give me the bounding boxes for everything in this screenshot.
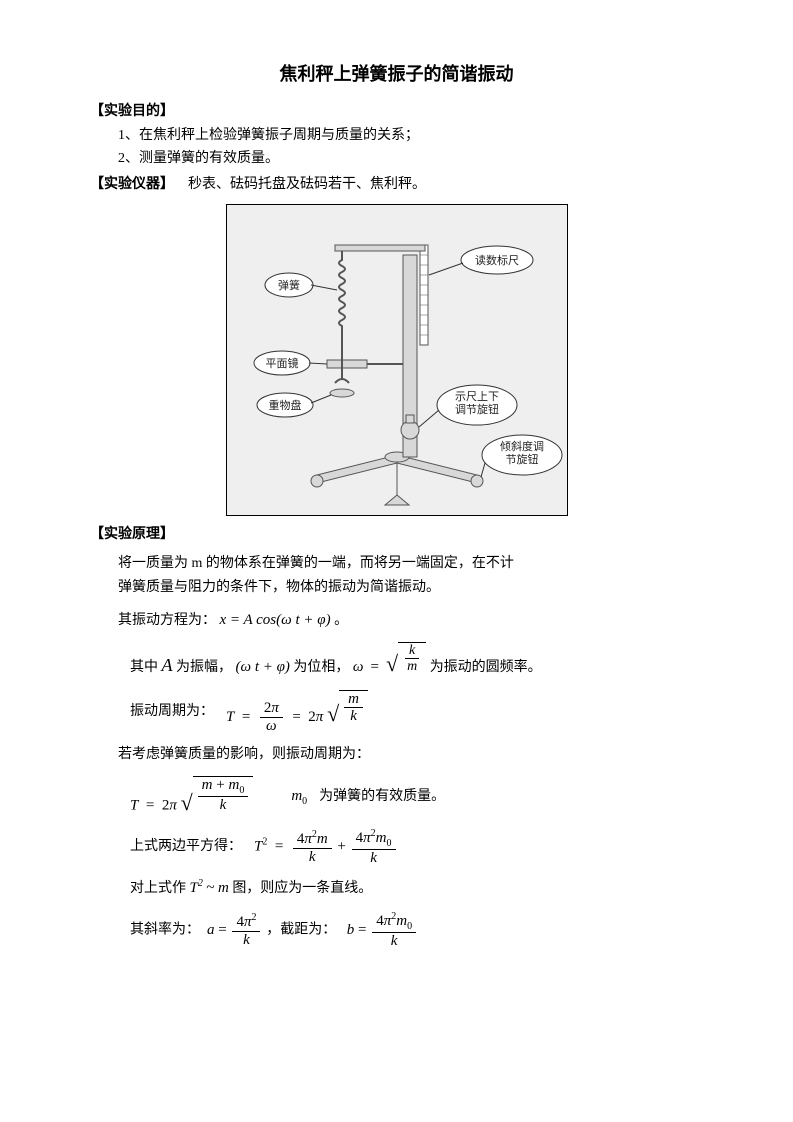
period-line: 振动周期为： T = 2π ω = 2π √ m k bbox=[130, 690, 703, 735]
eq-motion-post: 。 bbox=[334, 613, 348, 628]
label-scale: 读数标尺 bbox=[475, 253, 519, 267]
frac-m: m bbox=[403, 659, 421, 674]
plot-post: 图，则应为一条直线。 bbox=[232, 881, 372, 896]
instruments-head: 【实验仪器】 bbox=[90, 177, 174, 192]
period-label: 振动周期为： bbox=[130, 701, 214, 723]
symbol-T1: T bbox=[226, 709, 234, 725]
amp-mid2: 为位相， bbox=[293, 660, 349, 675]
t2-sym: T2 bbox=[190, 880, 203, 896]
label-pan: 重物盘 bbox=[268, 398, 301, 412]
eq-motion-line: 其振动方程为： x = A cos(ω t + φ) 。 bbox=[118, 608, 703, 632]
period-m0-line: T = 2π √ m + m0 k m0 为弹簧的有效质量。 bbox=[130, 776, 703, 818]
squared-label: 上式两边平方得： bbox=[130, 836, 242, 858]
principle-p2: 弹簧质量与阻力的条件下，物体的振动为简谐振动。 bbox=[118, 577, 703, 599]
intercept-label: ，截距为： bbox=[266, 923, 336, 938]
consider-spring-mass: 若考虑弹簧质量的影响，则振动周期为： bbox=[118, 744, 703, 766]
symbol-m0: m bbox=[291, 788, 302, 804]
label-tilt-2: 节旋钮 bbox=[505, 452, 538, 466]
frac-intercept: 4π2m0 k bbox=[372, 911, 416, 950]
eq-sign-2: = bbox=[242, 709, 250, 725]
sqrt-km: √ k m bbox=[386, 642, 426, 675]
eq-sign-3: = bbox=[292, 709, 300, 725]
frac-k: k bbox=[405, 643, 419, 659]
section-purpose-head: 【实验目的】 bbox=[90, 101, 703, 123]
symbol-omega-lhs: ω bbox=[353, 659, 364, 675]
eq-motion: x = A cos(ω t + φ) bbox=[220, 612, 331, 628]
apparatus-figure: 弹簧 读数标尺 平面镜 重物盘 示尺上下 调节旋钮 倾斜度调 节旋钮 bbox=[226, 204, 568, 516]
amp-post: 为振动的圆频率。 bbox=[430, 660, 542, 675]
frac-slope: 4π2 k bbox=[232, 912, 260, 948]
page-title: 焦利秤上弹簧振子的简谐振动 bbox=[90, 60, 703, 89]
frac-4pi2m0-k: 4π2m0 k bbox=[352, 828, 396, 867]
section-principle-head: 【实验原理】 bbox=[90, 524, 703, 546]
amp-pre: 其中 bbox=[130, 660, 162, 675]
purpose-item-1: 1、在焦利秤上检验弹簧振子周期与质量的关系； bbox=[118, 125, 703, 147]
phase-expr: (ω t + φ) bbox=[236, 659, 290, 675]
principle-p1: 将一质量为 m 的物体系在弹簧的一端，而将另一端固定，在不计 bbox=[118, 553, 703, 575]
symbol-b: b bbox=[347, 922, 355, 938]
section-instruments: 【实验仪器】 秒表、砝码托盘及砝码若干、焦利秤。 bbox=[90, 174, 703, 196]
label-spring: 弹簧 bbox=[278, 278, 300, 292]
m0-desc: 为弹簧的有效质量。 bbox=[319, 786, 445, 808]
tilde-sym: ~ bbox=[206, 880, 214, 896]
instruments-body: 秒表、砝码托盘及砝码若干、焦利秤。 bbox=[188, 177, 426, 192]
squared-line: 上式两边平方得： T2 = 4π2m k + 4π2m0 k bbox=[130, 828, 703, 867]
amp-mid1: 为振幅， bbox=[176, 660, 232, 675]
m-sym: m bbox=[218, 880, 229, 896]
sqrt-mk: √ m k bbox=[327, 690, 368, 725]
plot-line: 对上式作 T2 ~ m 图，则应为一条直线。 bbox=[130, 876, 703, 900]
plot-pre: 对上式作 bbox=[130, 881, 186, 896]
symbol-a: a bbox=[207, 922, 215, 938]
slope-label: 其斜率为： bbox=[130, 923, 200, 938]
sqrt-mm0-k: √ m + m0 k bbox=[181, 776, 254, 814]
eq-sign-1: = bbox=[371, 659, 379, 675]
symbol-A: A bbox=[162, 655, 173, 675]
frac-4pi2m-k: 4π2m k bbox=[293, 829, 332, 865]
slope-intercept-line: 其斜率为： a = 4π2 k ，截距为： b = 4π2m0 k bbox=[130, 911, 703, 950]
label-knob-2: 调节旋钮 bbox=[455, 402, 499, 416]
frac-2pi-omega: 2π ω bbox=[260, 700, 283, 734]
label-mirror: 平面镜 bbox=[265, 356, 298, 370]
purpose-item-2: 2、测量弹簧的有效质量。 bbox=[118, 148, 703, 170]
label-tilt-1: 倾斜度调 bbox=[500, 439, 544, 453]
eq-motion-pre: 其振动方程为： bbox=[118, 613, 216, 628]
amplitude-line: 其中 A 为振幅， (ω t + φ) 为位相， ω = √ k m 为振动的圆… bbox=[130, 642, 703, 680]
symbol-T2: T bbox=[130, 798, 138, 814]
label-knob-1: 示尺上下 bbox=[455, 390, 499, 403]
